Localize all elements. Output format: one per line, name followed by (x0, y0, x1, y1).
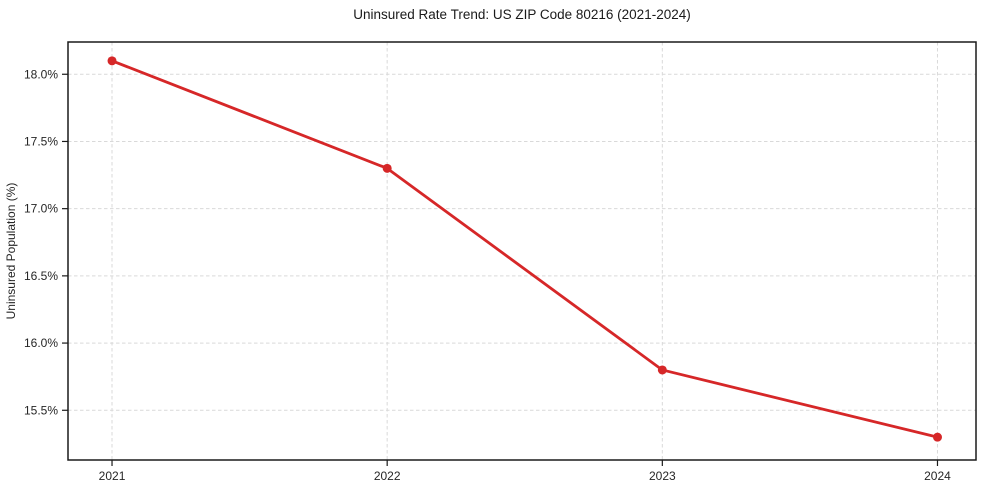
data-point-2022 (382, 163, 392, 173)
data-point-2023 (657, 365, 667, 375)
y-tick-label: 16.5% (24, 269, 58, 283)
chart-title: Uninsured Rate Trend: US ZIP Code 80216 … (353, 7, 691, 22)
y-tick-label: 17.5% (24, 134, 58, 148)
data-point-2021 (107, 56, 117, 66)
trend-line (110, 59, 939, 439)
x-tick-label: 2021 (99, 469, 126, 483)
plot-border (67, 41, 977, 461)
x-tick-label: 2023 (649, 469, 676, 483)
x-tick-label: 2022 (374, 469, 401, 483)
y-tick-label: 15.5% (24, 403, 58, 417)
y-tick-label: 18.0% (24, 67, 58, 81)
y-tick-label: 16.0% (24, 336, 58, 350)
y-tick-label: 17.0% (24, 202, 58, 216)
data-point-2024 (932, 432, 942, 442)
x-tick-label: 2024 (924, 469, 951, 483)
